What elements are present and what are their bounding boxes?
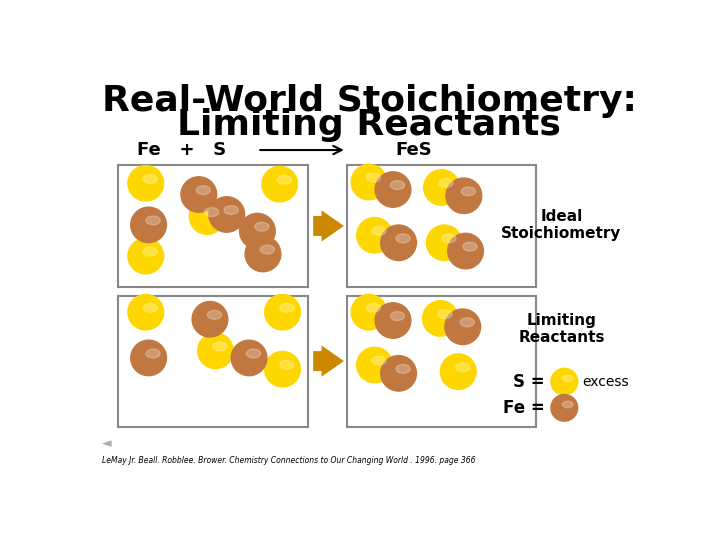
Ellipse shape — [423, 301, 458, 336]
Ellipse shape — [356, 347, 392, 383]
Ellipse shape — [551, 395, 577, 421]
Ellipse shape — [128, 238, 163, 274]
Ellipse shape — [372, 226, 386, 235]
Text: Fe   +   S: Fe + S — [138, 141, 227, 159]
Text: excess: excess — [582, 375, 629, 389]
Text: Limiting Reactants: Limiting Reactants — [177, 109, 561, 143]
Ellipse shape — [280, 303, 294, 312]
Ellipse shape — [280, 360, 294, 369]
Ellipse shape — [441, 354, 476, 389]
FancyArrow shape — [313, 346, 344, 377]
Text: FeS: FeS — [395, 141, 432, 159]
Ellipse shape — [562, 375, 573, 382]
Ellipse shape — [255, 222, 269, 231]
Ellipse shape — [204, 208, 219, 217]
Ellipse shape — [462, 187, 475, 196]
Ellipse shape — [456, 363, 470, 372]
Ellipse shape — [240, 213, 275, 249]
Ellipse shape — [438, 309, 452, 319]
Ellipse shape — [375, 172, 411, 207]
Ellipse shape — [381, 355, 416, 391]
Ellipse shape — [460, 318, 474, 327]
Ellipse shape — [231, 340, 267, 376]
Text: LeMay Jr. Beall. Robblee. Brower. Chemistry Connections to Our Changing World . : LeMay Jr. Beall. Robblee. Brower. Chemis… — [102, 456, 476, 465]
Ellipse shape — [356, 218, 392, 253]
Ellipse shape — [551, 368, 577, 395]
Ellipse shape — [381, 225, 416, 260]
Text: Ideal
Stoichiometry: Ideal Stoichiometry — [501, 208, 621, 241]
Ellipse shape — [209, 197, 245, 232]
Ellipse shape — [426, 225, 462, 260]
Ellipse shape — [181, 177, 217, 212]
Ellipse shape — [143, 247, 158, 256]
Ellipse shape — [196, 186, 210, 194]
Ellipse shape — [366, 303, 381, 312]
Ellipse shape — [446, 178, 482, 213]
Ellipse shape — [277, 176, 292, 184]
Ellipse shape — [143, 174, 158, 183]
Ellipse shape — [245, 236, 281, 272]
Ellipse shape — [375, 303, 411, 338]
Ellipse shape — [146, 216, 160, 225]
Ellipse shape — [390, 312, 405, 321]
Bar — [118, 165, 307, 287]
Ellipse shape — [265, 294, 300, 330]
Ellipse shape — [198, 333, 233, 369]
Ellipse shape — [189, 199, 225, 234]
Ellipse shape — [390, 181, 405, 190]
Ellipse shape — [131, 340, 166, 376]
Ellipse shape — [445, 309, 481, 345]
Text: S =: S = — [513, 373, 545, 390]
Text: ◄: ◄ — [102, 437, 112, 450]
Ellipse shape — [448, 233, 483, 269]
Bar — [347, 165, 536, 287]
Ellipse shape — [246, 349, 261, 358]
Ellipse shape — [366, 173, 381, 182]
Ellipse shape — [265, 352, 300, 387]
Ellipse shape — [224, 206, 238, 214]
Text: Fe =: Fe = — [503, 399, 545, 417]
Ellipse shape — [143, 303, 158, 312]
Ellipse shape — [128, 166, 163, 201]
Ellipse shape — [351, 294, 387, 330]
Ellipse shape — [262, 166, 297, 202]
Bar — [347, 295, 536, 427]
Ellipse shape — [192, 301, 228, 337]
Text: Real-World Stoichiometry:: Real-World Stoichiometry: — [102, 84, 636, 118]
Ellipse shape — [396, 234, 410, 243]
Ellipse shape — [146, 349, 160, 358]
Ellipse shape — [128, 294, 163, 330]
Ellipse shape — [131, 207, 166, 242]
Ellipse shape — [207, 310, 222, 319]
FancyArrow shape — [313, 210, 344, 241]
Ellipse shape — [372, 356, 386, 365]
Ellipse shape — [261, 245, 274, 254]
Ellipse shape — [463, 242, 477, 251]
Bar — [118, 295, 307, 427]
Ellipse shape — [441, 234, 456, 243]
Ellipse shape — [396, 364, 410, 373]
Ellipse shape — [351, 164, 387, 200]
Ellipse shape — [439, 179, 453, 187]
Ellipse shape — [562, 401, 573, 408]
Ellipse shape — [213, 342, 227, 351]
Ellipse shape — [423, 170, 459, 205]
Text: Limiting
Reactants: Limiting Reactants — [518, 313, 605, 345]
